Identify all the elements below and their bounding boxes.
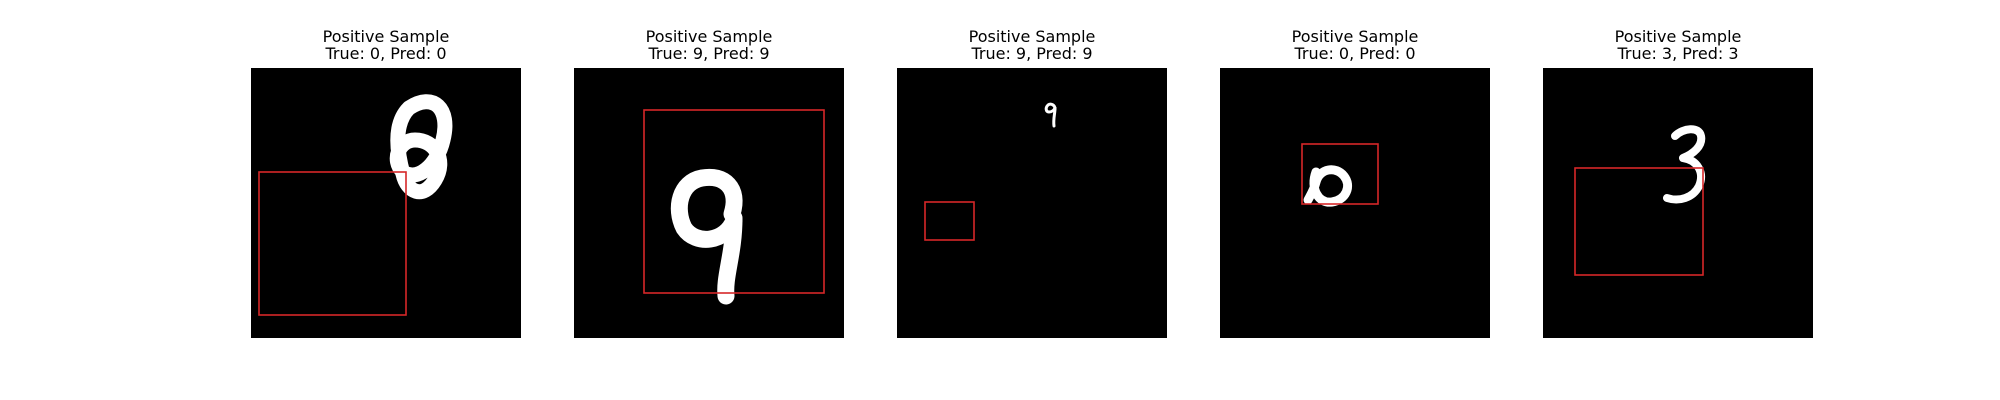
digit-image <box>897 68 1167 338</box>
handwritten-digit <box>1663 125 1706 204</box>
panel-title-line-2: True: 0, Pred: 0 <box>325 44 447 63</box>
handwritten-digit <box>1303 165 1352 207</box>
prediction-box <box>258 171 407 316</box>
panel-title-line-1: Positive Sample <box>645 27 773 46</box>
handwritten-digit <box>389 94 453 200</box>
sample-panel-1: Positive Sample True: 0, Pred: 0 <box>251 28 521 338</box>
panel-title-line-1: Positive Sample <box>968 27 1096 46</box>
sample-panel-3: Positive Sample True: 9, Pred: 9 <box>897 28 1167 338</box>
panel-title-line-1: Positive Sample <box>1291 27 1419 46</box>
panel-title-line-1: Positive Sample <box>1614 27 1742 46</box>
prediction-box <box>1574 167 1704 276</box>
image-background <box>251 68 521 338</box>
sample-panel-5: Positive Sample True: 3, Pred: 3 <box>1543 28 1813 338</box>
panel-title-line-1: Positive Sample <box>322 27 450 46</box>
panel-title: Positive Sample True: 9, Pred: 9 <box>574 28 844 62</box>
digit-image <box>251 68 521 338</box>
image-background <box>897 68 1167 338</box>
handwritten-digit <box>670 168 743 305</box>
prediction-box <box>1301 143 1379 205</box>
panel-title: Positive Sample True: 0, Pred: 0 <box>1220 28 1490 62</box>
image-background <box>574 68 844 338</box>
panel-title: Positive Sample True: 3, Pred: 3 <box>1543 28 1813 62</box>
sample-panel-4: Positive Sample True: 0, Pred: 0 <box>1220 28 1490 338</box>
image-background <box>1220 68 1490 338</box>
digit-image <box>574 68 844 338</box>
digit-image <box>1543 68 1813 338</box>
panel-title-line-2: True: 0, Pred: 0 <box>1294 44 1416 63</box>
handwritten-digit <box>1044 102 1057 128</box>
panel-title-line-2: True: 9, Pred: 9 <box>971 44 1093 63</box>
prediction-box <box>643 109 825 294</box>
prediction-box <box>924 201 975 241</box>
panel-title: Positive Sample True: 0, Pred: 0 <box>251 28 521 62</box>
digit-image <box>1220 68 1490 338</box>
panel-title-line-2: True: 9, Pred: 9 <box>648 44 770 63</box>
panel-title-line-2: True: 3, Pred: 3 <box>1617 44 1739 63</box>
sample-panel-2: Positive Sample True: 9, Pred: 9 <box>574 28 844 338</box>
panel-title: Positive Sample True: 9, Pred: 9 <box>897 28 1167 62</box>
